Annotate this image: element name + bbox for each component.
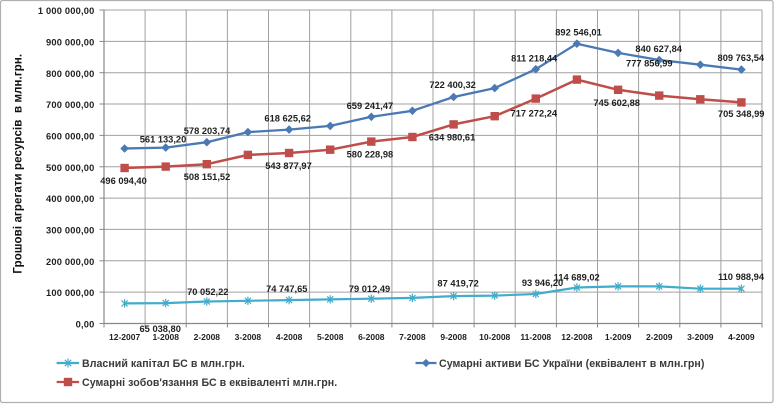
svg-text:12-2008: 12-2008: [561, 332, 592, 342]
svg-text:Сумарні активи БС України (екв: Сумарні активи БС України (еквівалент в …: [439, 358, 704, 370]
svg-text:3-2009: 3-2009: [687, 332, 714, 342]
svg-text:618 625,62: 618 625,62: [264, 113, 311, 123]
svg-text:496 094,40: 496 094,40: [100, 176, 147, 186]
svg-text:1-2009: 1-2009: [605, 332, 632, 342]
svg-text:543 877,97: 543 877,97: [265, 161, 312, 171]
svg-text:1 000 000,00: 1 000 000,00: [38, 6, 95, 16]
svg-text:114 689,02: 114 689,02: [554, 273, 600, 283]
svg-text:800 000,00: 800 000,00: [46, 69, 95, 79]
svg-text:700 000,00: 700 000,00: [46, 100, 95, 110]
svg-text:7-2008: 7-2008: [399, 332, 426, 342]
svg-text:70 052,22: 70 052,22: [187, 287, 228, 297]
svg-text:0,00: 0,00: [76, 320, 95, 330]
svg-text:9-2008: 9-2008: [440, 332, 467, 342]
svg-text:705 348,99: 705 348,99: [718, 109, 765, 119]
svg-text:4-2009: 4-2009: [728, 332, 755, 342]
svg-text:Власний капітал БС в млн.грн.: Власний капітал БС в млн.грн.: [82, 358, 245, 370]
svg-text:508 151,52: 508 151,52: [184, 172, 231, 182]
svg-text:93 946,20: 93 946,20: [522, 278, 563, 288]
svg-text:659 241,47: 659 241,47: [347, 101, 394, 111]
svg-text:300 000,00: 300 000,00: [46, 226, 95, 236]
svg-text:722 400,32: 722 400,32: [429, 80, 476, 90]
svg-text:11-2008: 11-2008: [520, 332, 551, 342]
svg-text:100 000,00: 100 000,00: [46, 288, 95, 298]
svg-text:1-2008: 1-2008: [152, 332, 179, 342]
svg-text:65 038,80: 65 038,80: [140, 324, 181, 334]
svg-text:777 856,99: 777 856,99: [626, 58, 673, 68]
svg-text:578 203,74: 578 203,74: [184, 126, 231, 136]
svg-text:745 602,88: 745 602,88: [593, 98, 640, 108]
svg-text:87 419,72: 87 419,72: [437, 279, 478, 289]
svg-text:6-2008: 6-2008: [358, 332, 385, 342]
svg-text:892 546,01: 892 546,01: [555, 28, 602, 38]
svg-text:2-2008: 2-2008: [194, 332, 221, 342]
svg-text:79 012,49: 79 012,49: [349, 284, 390, 294]
svg-text:74 747,65: 74 747,65: [266, 284, 307, 294]
svg-text:840 627,84: 840 627,84: [635, 44, 682, 54]
svg-text:809 763,54: 809 763,54: [718, 53, 765, 63]
svg-text:4-2008: 4-2008: [276, 332, 303, 342]
svg-text:600 000,00: 600 000,00: [46, 132, 95, 142]
svg-text:Грошові агрегати ресурсів в м: Грошові агрегати ресурсів в млн.грн.: [13, 54, 25, 274]
svg-text:811 218,44: 811 218,44: [511, 54, 558, 64]
svg-text:3-2008: 3-2008: [235, 332, 262, 342]
svg-text:561 133,20: 561 133,20: [140, 135, 187, 145]
svg-text:110 988,94: 110 988,94: [718, 272, 765, 282]
svg-text:634 980,61: 634 980,61: [429, 133, 476, 143]
svg-text:200 000,00: 200 000,00: [46, 257, 95, 267]
svg-text:580 228,98: 580 228,98: [347, 150, 394, 160]
svg-text:5-2008: 5-2008: [317, 332, 344, 342]
svg-text:12-2007: 12-2007: [109, 332, 140, 342]
svg-text:500 000,00: 500 000,00: [46, 163, 95, 173]
svg-text:10-2008: 10-2008: [479, 332, 510, 342]
svg-text:2-2009: 2-2009: [646, 332, 673, 342]
svg-text:900 000,00: 900 000,00: [46, 38, 95, 48]
svg-text:Сумарні зобов'язання БС в екві: Сумарні зобов'язання БС в еквіваленті мл…: [82, 377, 337, 389]
svg-text:717 272,24: 717 272,24: [511, 108, 558, 118]
svg-text:400 000,00: 400 000,00: [46, 194, 95, 204]
